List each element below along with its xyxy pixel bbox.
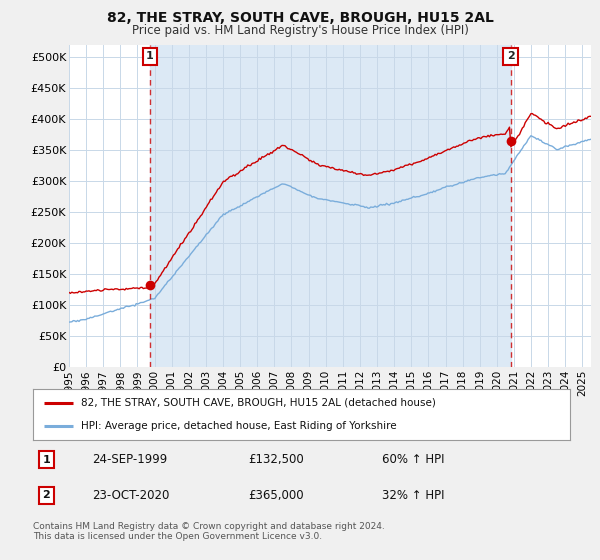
Bar — [150, 45, 511, 367]
Text: £132,500: £132,500 — [248, 453, 304, 466]
Text: 2: 2 — [507, 51, 515, 61]
Text: 2: 2 — [43, 491, 50, 500]
Text: 82, THE STRAY, SOUTH CAVE, BROUGH, HU15 2AL: 82, THE STRAY, SOUTH CAVE, BROUGH, HU15 … — [107, 11, 493, 25]
Text: 32% ↑ HPI: 32% ↑ HPI — [382, 489, 445, 502]
Text: Contains HM Land Registry data © Crown copyright and database right 2024.
This d: Contains HM Land Registry data © Crown c… — [33, 522, 385, 542]
Text: Price paid vs. HM Land Registry's House Price Index (HPI): Price paid vs. HM Land Registry's House … — [131, 24, 469, 36]
Text: 1: 1 — [43, 455, 50, 465]
Text: 24-SEP-1999: 24-SEP-1999 — [92, 453, 167, 466]
Text: 82, THE STRAY, SOUTH CAVE, BROUGH, HU15 2AL (detached house): 82, THE STRAY, SOUTH CAVE, BROUGH, HU15 … — [82, 398, 436, 408]
Text: 60% ↑ HPI: 60% ↑ HPI — [382, 453, 445, 466]
Text: 23-OCT-2020: 23-OCT-2020 — [92, 489, 169, 502]
Text: £365,000: £365,000 — [248, 489, 304, 502]
Text: HPI: Average price, detached house, East Riding of Yorkshire: HPI: Average price, detached house, East… — [82, 421, 397, 431]
Text: 1: 1 — [146, 51, 154, 61]
